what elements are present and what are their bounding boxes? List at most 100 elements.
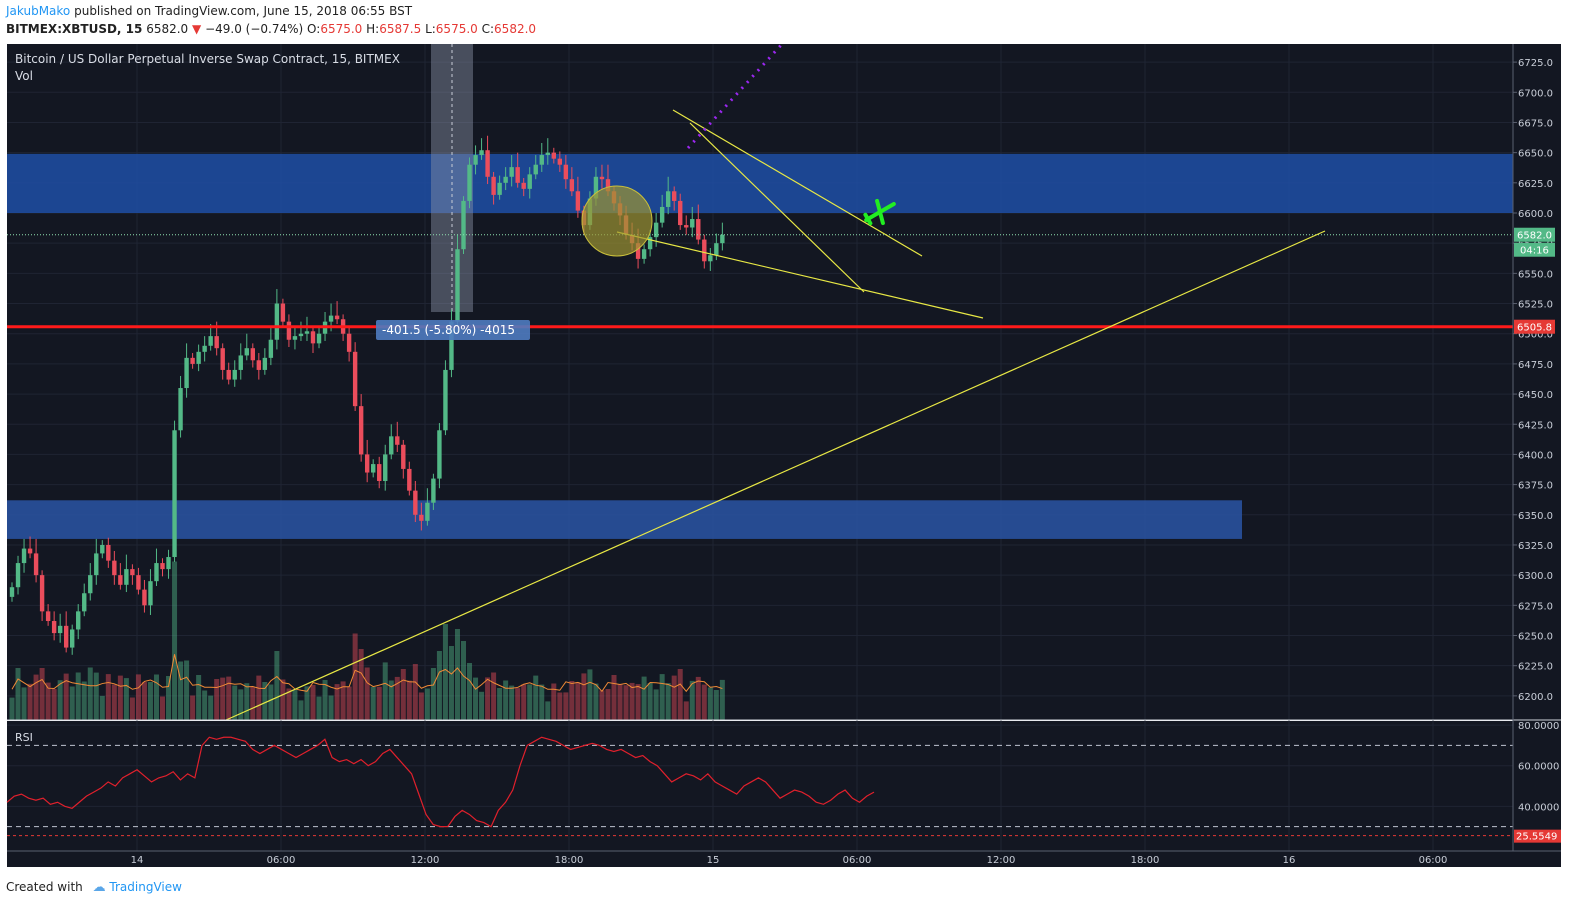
volume-bar [33, 674, 39, 720]
candle-body [533, 164, 538, 175]
wedge-lower-line[interactable] [616, 231, 984, 319]
price-axis[interactable] [1513, 44, 1561, 851]
time-tick-label: 12:00 [411, 855, 440, 866]
rsi-label: RSI [15, 731, 33, 744]
candle-body [280, 303, 286, 322]
volume-bar [286, 688, 292, 720]
candle-body [545, 152, 550, 156]
volume-bar [93, 672, 99, 720]
candle-body [310, 331, 316, 344]
volume-bar [15, 668, 21, 720]
level-tag [1514, 319, 1555, 334]
volume-bar [172, 561, 178, 720]
candle-body [208, 336, 213, 346]
rising-trendline[interactable] [225, 230, 1326, 721]
candle-body [304, 331, 310, 334]
volume-bar [117, 675, 123, 720]
volume-bar [39, 668, 45, 720]
volume-bar [653, 689, 659, 720]
volume-bar [364, 667, 370, 720]
volume-bar [166, 676, 172, 720]
volume-bar [581, 673, 587, 720]
volume-bar [358, 649, 364, 720]
volume-bar [111, 684, 117, 720]
rsi-line [6, 736, 875, 828]
candle-body [551, 152, 556, 159]
time-axis[interactable] [7, 851, 1561, 867]
candle-body [401, 444, 406, 469]
volume-bar [328, 695, 334, 720]
volume-bar [569, 681, 575, 720]
measure-label-box[interactable] [376, 320, 530, 340]
candle-body [461, 200, 466, 250]
candle-body [9, 587, 15, 597]
volume-bar [623, 685, 629, 720]
tradingview-link[interactable]: TradingView [109, 880, 182, 894]
price-tick-label: 6350.0 [1518, 511, 1553, 522]
candle-body [509, 167, 514, 177]
wedge-upper-line[interactable] [672, 109, 923, 257]
candle-body [521, 182, 526, 189]
candle-body [154, 563, 159, 582]
volume-bar [268, 684, 274, 720]
candle-body [238, 355, 243, 370]
airplane-icon[interactable] [861, 194, 900, 229]
candle-body [364, 454, 370, 473]
candle-body [63, 625, 69, 648]
author-link[interactable]: JakubMako [6, 4, 71, 18]
candle-body [467, 164, 472, 201]
candle-body [485, 150, 490, 177]
rsi-axis-ticks: 40.0000 60.0000 80.0000 [1518, 721, 1559, 813]
footer: Created with ☁ TradingView [6, 878, 182, 897]
price-tick-label: 6650.0 [1518, 149, 1553, 160]
volume-bar [551, 683, 557, 720]
rsi-tick-label: 60.0000 [1518, 762, 1559, 773]
candle-body [196, 351, 201, 364]
candle-body [232, 369, 237, 380]
candle-body [292, 336, 298, 340]
volume-bar [533, 675, 539, 720]
tradingview-logo-icon[interactable]: ☁ [92, 880, 106, 895]
volume-bar [701, 684, 707, 720]
candle-body [455, 249, 460, 322]
down-arrow-icon: ▼ [192, 22, 202, 36]
countdown-text: 04:16 [1520, 246, 1549, 257]
time-tick-label: 18:00 [555, 855, 584, 866]
volume-bar [153, 674, 159, 720]
volume-bar [461, 641, 466, 720]
volume-bar [214, 679, 220, 720]
candle-body [328, 315, 334, 322]
candle-body [395, 436, 400, 445]
candle-body [389, 436, 394, 455]
price-tick-label: 6500.0 [1518, 330, 1553, 341]
candle-body [190, 357, 195, 364]
volume-bar [220, 677, 226, 720]
volume-bar [695, 676, 701, 720]
highlight-circle[interactable] [581, 185, 653, 257]
price-tick-label: 6525.0 [1518, 300, 1553, 311]
price-pane[interactable] [7, 44, 1513, 720]
open-label: O: [307, 22, 321, 36]
volume-bar [238, 689, 244, 720]
volume-bar [135, 674, 141, 720]
wedge-inner-line[interactable] [689, 122, 865, 293]
rsi-pane[interactable] [7, 721, 1513, 851]
countdown-tag [1514, 242, 1555, 257]
low-value: 6575.0 [435, 22, 478, 36]
candle-body [563, 164, 569, 180]
volume-bar [232, 685, 238, 720]
candle-body [220, 348, 225, 370]
support-zone [7, 500, 1242, 539]
volume-bar [683, 701, 689, 720]
volume-bar [178, 661, 184, 720]
candle-body [515, 167, 520, 183]
volume-bar [647, 683, 653, 720]
volume-bar [57, 680, 63, 720]
price-tick-label: 6450.0 [1518, 390, 1553, 401]
time-tick-label: 06:00 [1419, 855, 1448, 866]
candle-body [479, 150, 484, 156]
volume-bar [280, 679, 286, 720]
candle-body [57, 625, 63, 634]
candle-body [672, 191, 677, 201]
